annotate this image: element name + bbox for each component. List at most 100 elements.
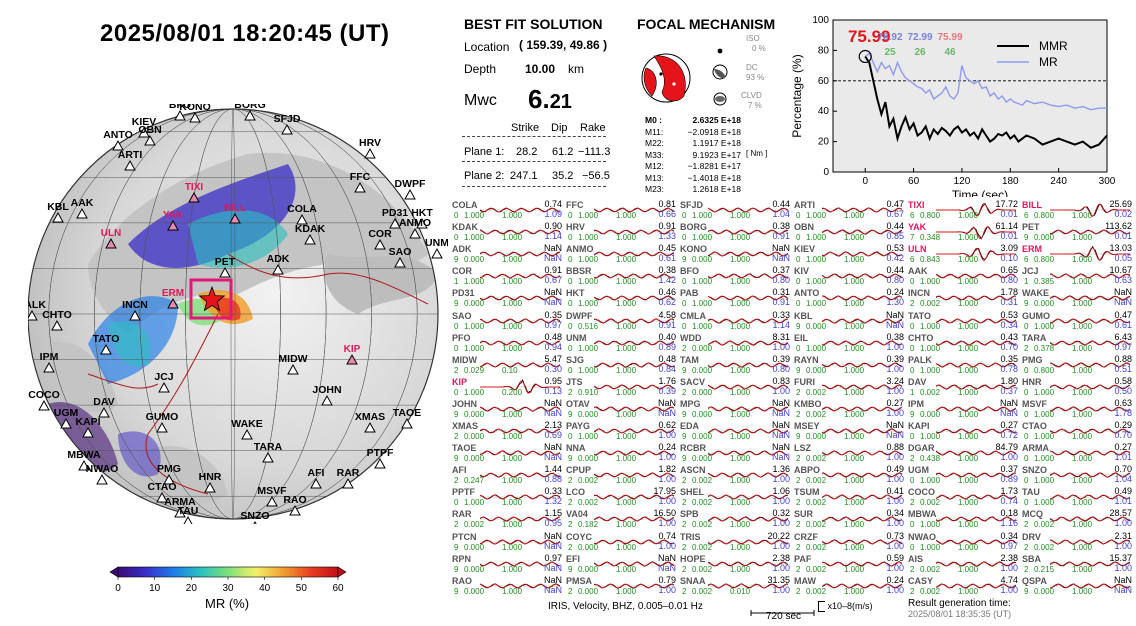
waveform-trace [936,472,1016,478]
waveform-weight-2: 1.000 [1072,255,1093,265]
time-scale [750,604,820,622]
waveform-station-name: RCBR [680,443,706,454]
waveform-station-name: GUMO [1022,310,1050,321]
footer-filter-info: IRIS, Velocity, BHZ, 0.005–0.01 Hz [548,601,703,612]
tensor-row: M22: 1.1917 E+18 [645,138,741,150]
waveform-trace [708,207,788,213]
waveform-weight-1: 0.002 [692,476,713,486]
waveform-trace [708,251,788,257]
waveform-synthetic [936,202,1016,217]
waveform-variance: 1.01 [1114,496,1132,507]
station-marker-ipm [43,361,55,373]
waveform-amplitude: 0.53 [886,243,904,254]
result-generation: Result generation time: 2025/08/01 18:35… [908,598,1011,619]
waveform-amplitude: NaN [543,442,562,453]
waveform-weight-2: 1.000 [1072,321,1093,331]
waveform-variance: NaN [657,562,676,573]
waveform-amplitude: 0.37 [1000,464,1018,475]
station-label-tara: TARA [254,441,283,453]
waveform-flag: 0 [1024,432,1029,441]
waveform-flag: 9 [454,409,459,419]
waveform-station-name: CRZF [794,531,818,542]
waveform-amplitude: NaN [657,397,676,408]
station-label-ipm: IPM [40,351,59,363]
waveform-station-name: AIS [908,553,924,564]
waveform-trace [480,207,560,213]
waveform-trace [594,516,674,522]
waveform-variance: 1.00 [886,385,904,396]
waveform-flag: 2 [796,520,801,530]
waveform-flag: 2 [910,586,915,596]
waveform-amplitude: NaN [771,243,790,254]
waveform-synthetic [708,384,788,390]
waveform-flag: 0 [796,299,801,309]
waveform-amplitude: 0.33 [544,486,562,497]
waveform-weight-1: 1.000 [920,432,941,441]
waveform-variance: 0.78 [1000,363,1018,374]
station-label-xmas: XMAS [355,411,385,423]
waveform-weight-2: 1.000 [1072,454,1093,464]
waveform-cell: AIS 2.38 1.00 2 0.002 1.000 [906,553,1020,575]
station-label-cola: COLA [287,203,317,215]
waveform-weight-1: 1.000 [1034,432,1055,441]
waveform-variance: 0.02 [1114,209,1132,219]
waveform-amplitude: 0.27 [1114,442,1132,453]
waveform-variance: 0.01 [1000,209,1018,219]
waveform-weight-2: 0.10 [502,365,518,375]
station-label-pet: PET [215,256,236,268]
waveform-station-name: DWPF [566,310,593,321]
waveform-cell: EIL 0.38 1.00 0 1.000 1.000 [792,332,906,354]
waveform-cell: INCN 1.78 0.31 2 0.002 1.000 [906,287,1020,309]
waveform-trace [708,538,788,545]
waveform-synthetic [480,207,560,213]
waveform-trace [480,406,560,412]
waveform-synthetic [594,384,674,390]
waveform-weight-2: 1.000 [844,387,865,397]
waveform-trace [708,384,788,390]
waveform-weight-2: 1.000 [730,255,751,265]
waveform-weight-1: 1.000 [578,277,599,287]
station-label-dwpf: DWPF [395,178,426,190]
waveform-flag: 0 [1024,409,1029,419]
waveform-variance: 1.00 [658,518,676,529]
waveform-station-name: IPM [908,398,925,409]
waveform-cell: TRIS 20.22 1.00 2 0.002 1.000 [678,531,792,553]
waveform-synthetic [822,472,902,478]
waveform-weight-2: 1.000 [502,233,523,243]
station-marker-tixi [188,191,200,203]
station-label-pmg: PMG [157,463,181,475]
waveform-synthetic [822,340,902,345]
waveform-cell: KAPI 0.27 0.72 0 1.000 1.000 [906,420,1020,442]
x-axis-label: Time (sec) [952,188,1008,197]
waveform-variance: 1.00 [772,341,790,352]
waveform-weight-1: 1.000 [1034,321,1055,331]
waveform-trace [1050,472,1130,478]
waveform-flag: 2 [910,498,915,508]
waveform-weight-2: 1.000 [502,476,523,486]
waveform-flag: 6 [910,255,915,265]
waveform-weight-2: 1.000 [616,520,637,530]
waveform-weight-1: 1.000 [578,343,599,353]
waveform-weight-2: 1.000 [730,476,751,486]
y-tick-label: 0 [823,167,829,178]
waveform-synthetic [1050,203,1130,217]
waveform-station-name: CHTO [908,332,934,343]
waveform-weight-1: 1.000 [692,233,713,243]
waveform-station-name: TSUM [794,487,820,498]
waveform-trace [936,428,1016,434]
waveform-trace [480,296,560,301]
waveform-cell: DAV 1.80 0.37 1 0.002 1.000 [906,376,1020,398]
waveform-variance: 1.78 [1114,407,1132,418]
y-axis-label: Percentage (%) [790,54,804,137]
waveform-variance: 0.51 [1114,363,1132,374]
station-marker-uln [105,237,117,249]
waveform-station-name: RAR [452,509,472,520]
waveform-flag: 9 [796,321,801,331]
waveform-variance: 0.97 [544,319,562,330]
waveform-weight-2: 1.000 [844,454,865,464]
waveform-cell: ANTO 0.24 1.30 0 1.000 1.000 [792,287,906,309]
waveform-weight-2: 1.000 [616,387,637,397]
dip-header: Dip [551,122,568,134]
waveform-flag: 0 [454,321,459,331]
